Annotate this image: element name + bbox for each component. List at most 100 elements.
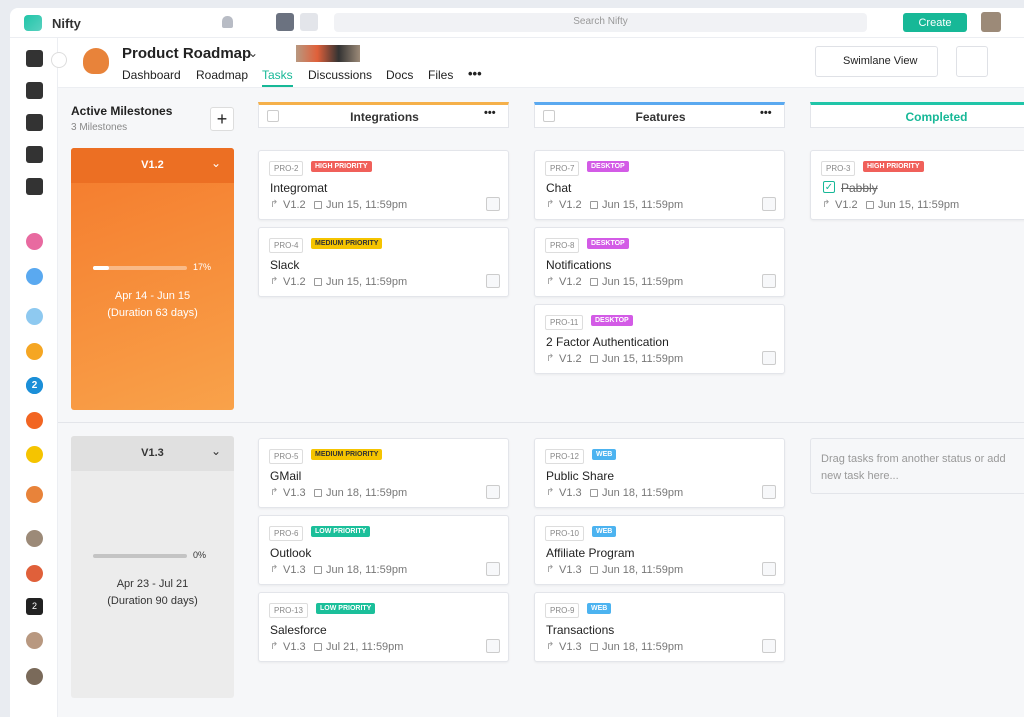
search-box[interactable]: Search Nifty bbox=[334, 13, 867, 32]
milestone-card[interactable]: V1.2 ⌄ 17% Apr 14 - Jun 15 (Duration 63 days… bbox=[71, 148, 234, 410]
project-tab[interactable]: Files bbox=[428, 68, 454, 82]
sidebar-icon[interactable] bbox=[26, 82, 43, 99]
project-tab[interactable]: Roadmap bbox=[196, 68, 249, 82]
task-title[interactable]: Integromat bbox=[270, 181, 328, 195]
version-icon: ↱ bbox=[270, 487, 279, 498]
sidebar-icon[interactable] bbox=[26, 50, 43, 67]
project-tab[interactable]: Docs bbox=[386, 68, 414, 82]
assign-button[interactable] bbox=[762, 274, 776, 288]
column-header: Integrations ••• bbox=[258, 102, 509, 128]
milestone-card[interactable]: V1.3 ⌄ 0% Apr 23 - Jul 21 (Duration 90 days) bbox=[71, 436, 234, 698]
task-due: Jun 15, 11:59pm bbox=[326, 199, 408, 211]
project-avatars[interactable] bbox=[296, 45, 360, 62]
task-card[interactable]: PRO-12 WEB Public Share ↱ V1.3 Jun 18, 11:59p… bbox=[534, 438, 785, 508]
sidebar-icon[interactable] bbox=[26, 268, 43, 285]
task-card[interactable]: PRO-11 DESKTOP 2 Factor Authentication ↱ V1.… bbox=[534, 304, 785, 374]
assign-button[interactable] bbox=[486, 562, 500, 576]
assign-button[interactable] bbox=[486, 197, 500, 211]
milestone-expand[interactable]: ⌄ bbox=[211, 156, 222, 170]
sidebar-badge[interactable]: 2 bbox=[26, 598, 43, 615]
app-window: Nifty Search Nifty Create 2 2 Product Roadmap… bbox=[10, 8, 1024, 717]
assign-button[interactable] bbox=[762, 639, 776, 653]
assign-button[interactable] bbox=[486, 639, 500, 653]
task-card[interactable]: PRO-5 MEDIUM PRIORITY GMail ↱ V1.3 Jun 18, 11… bbox=[258, 438, 509, 508]
share-button[interactable] bbox=[956, 46, 988, 77]
forward-button[interactable] bbox=[300, 13, 318, 31]
sidebar-icon[interactable] bbox=[26, 565, 43, 582]
milestone-expand[interactable]: ⌄ bbox=[211, 444, 222, 458]
task-checkbox[interactable]: ✓ bbox=[823, 181, 835, 193]
sidebar-icon[interactable] bbox=[26, 114, 43, 131]
assign-button[interactable] bbox=[486, 485, 500, 499]
task-title[interactable]: Affiliate Program bbox=[546, 546, 635, 560]
sidebar-toggle[interactable] bbox=[51, 52, 67, 68]
task-due: Jun 18, 11:59pm bbox=[326, 487, 408, 499]
sidebar-icon[interactable] bbox=[26, 668, 43, 685]
sidebar-icon[interactable] bbox=[26, 486, 43, 503]
drop-zone[interactable]: Drag tasks from another status or add ne… bbox=[810, 438, 1024, 494]
column-menu[interactable]: ••• bbox=[760, 107, 772, 119]
assign-button[interactable] bbox=[543, 110, 555, 122]
milestones-title[interactable]: Active Milestones bbox=[71, 104, 173, 118]
task-title[interactable]: Transactions bbox=[546, 623, 615, 637]
assign-button[interactable] bbox=[762, 197, 776, 211]
task-title[interactable]: Pabbly bbox=[841, 181, 878, 195]
sidebar-icon[interactable] bbox=[26, 412, 43, 429]
milestone-dates: Apr 14 - Jun 15 bbox=[114, 290, 191, 302]
logo[interactable] bbox=[24, 15, 42, 31]
task-id: PRO-11 bbox=[545, 315, 584, 330]
sidebar-icon[interactable] bbox=[26, 308, 43, 325]
task-card[interactable]: PRO-8 DESKTOP Notifications ↱ V1.2 Jun 15, 11… bbox=[534, 227, 785, 297]
task-card[interactable]: PRO-4 MEDIUM PRIORITY Slack ↱ V1.2 Jun 15, 11… bbox=[258, 227, 509, 297]
task-card[interactable]: PRO-3 HIGH PRIORITY ✓ Pabbly ↱ V1.2 Jun 15, 11… bbox=[810, 150, 1024, 220]
view-button[interactable]: Swimlane View bbox=[815, 46, 938, 77]
project-tab[interactable]: Tasks bbox=[262, 68, 293, 87]
task-card[interactable]: PRO-6 LOW PRIORITY Outlook ↱ V1.3 Jun 18, 11:… bbox=[258, 515, 509, 585]
task-card[interactable]: PRO-2 HIGH PRIORITY Integromat ↱ V1.2 Jun 15,… bbox=[258, 150, 509, 220]
sidebar-icon[interactable] bbox=[26, 233, 43, 250]
project-tab[interactable]: Discussions bbox=[308, 68, 373, 82]
assign-button[interactable] bbox=[486, 274, 500, 288]
create-button[interactable]: Create bbox=[903, 13, 967, 32]
sidebar-icon[interactable] bbox=[26, 343, 43, 360]
project-title[interactable]: Product Roadmap bbox=[122, 45, 252, 62]
app-name[interactable]: Nifty bbox=[52, 16, 81, 31]
task-title[interactable]: Outlook bbox=[270, 546, 312, 560]
user-avatar[interactable] bbox=[981, 12, 1001, 32]
assign-button[interactable] bbox=[762, 351, 776, 365]
sidebar-icon[interactable] bbox=[26, 632, 43, 649]
task-title[interactable]: GMail bbox=[270, 469, 302, 483]
calendar-icon bbox=[590, 489, 598, 497]
sidebar-icon[interactable] bbox=[26, 178, 43, 195]
back-button[interactable] bbox=[276, 13, 294, 31]
task-title[interactable]: Chat bbox=[546, 181, 572, 195]
more-tabs[interactable]: ••• bbox=[468, 66, 482, 81]
assign-button[interactable] bbox=[762, 485, 776, 499]
project-menu[interactable]: ⌄ bbox=[248, 46, 259, 60]
task-title[interactable]: Notifications bbox=[546, 258, 612, 272]
assign-button[interactable] bbox=[762, 562, 776, 576]
sidebar-icon[interactable] bbox=[26, 530, 43, 547]
task-card[interactable]: PRO-13 LOW PRIORITY Salesforce ↱ V1.3 Jul 21,… bbox=[258, 592, 509, 662]
task-title[interactable]: 2 Factor Authentication bbox=[546, 335, 669, 349]
task-title[interactable]: Salesforce bbox=[270, 623, 327, 637]
task-card[interactable]: PRO-7 DESKTOP Chat ↱ V1.2 Jun 15, 11:59pm bbox=[534, 150, 785, 220]
bell[interactable] bbox=[222, 16, 233, 28]
milestone-name: V1.2 bbox=[141, 159, 164, 171]
task-card[interactable]: PRO-10 WEB Affiliate Program ↱ V1.3 Jun 18, 1… bbox=[534, 515, 785, 585]
task-tag: WEB bbox=[592, 526, 617, 537]
version-icon: ↱ bbox=[546, 353, 555, 364]
version-icon: ↱ bbox=[546, 487, 555, 498]
assign-button[interactable] bbox=[267, 110, 279, 122]
sidebar-badge[interactable]: 2 bbox=[26, 377, 43, 394]
task-id: PRO-3 bbox=[821, 161, 856, 176]
project-tab[interactable]: Dashboard bbox=[122, 68, 181, 82]
sidebar-icon[interactable] bbox=[26, 146, 43, 163]
column-header: Features ••• bbox=[534, 102, 785, 128]
add-milestone[interactable]: + bbox=[210, 107, 234, 131]
sidebar-icon[interactable] bbox=[26, 446, 43, 463]
column-menu[interactable]: ••• bbox=[484, 107, 496, 119]
task-card[interactable]: PRO-9 WEB Transactions ↱ V1.3 Jun 18, 11:59pm bbox=[534, 592, 785, 662]
task-title[interactable]: Slack bbox=[270, 258, 300, 272]
task-title[interactable]: Public Share bbox=[546, 469, 615, 483]
